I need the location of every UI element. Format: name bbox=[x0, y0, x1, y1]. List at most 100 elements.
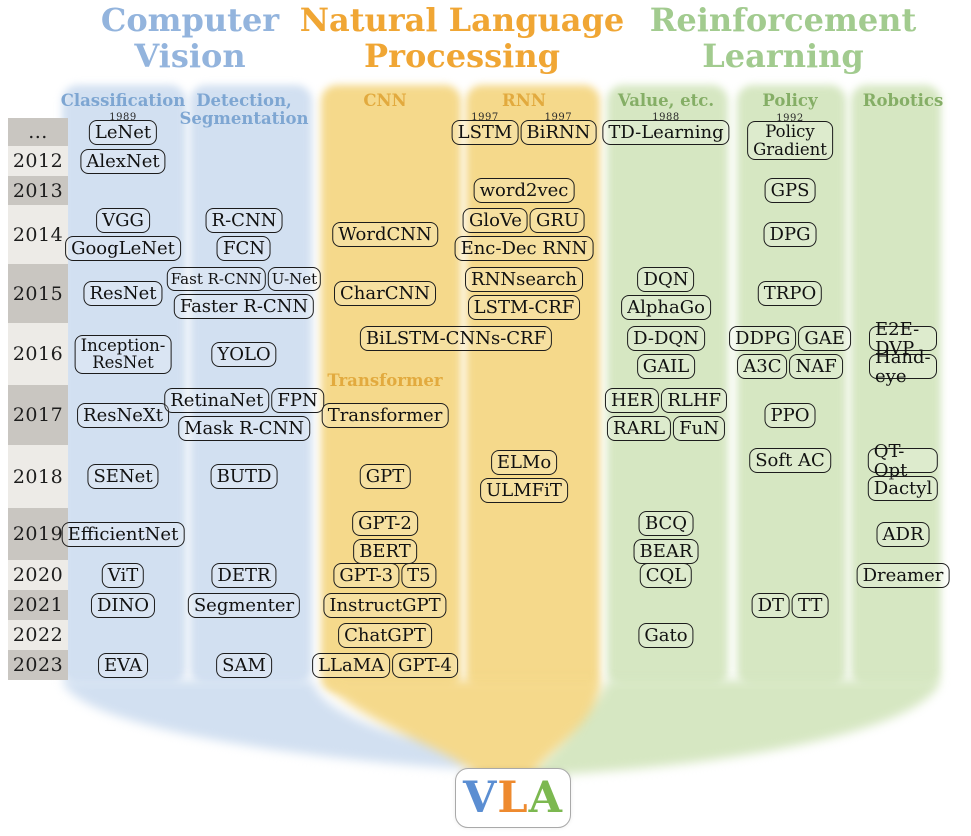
cell-2014-detection: R-CNN FCN bbox=[205, 205, 283, 264]
cv-funnel-stream bbox=[62, 680, 507, 776]
model-label: BEAR bbox=[639, 541, 693, 562]
model-label: BERT bbox=[359, 541, 411, 562]
model-box-GPT-2: GPT-2 bbox=[352, 511, 418, 536]
cell-pre-rnn: 1997 LSTM 1997 BiRNN bbox=[451, 112, 597, 146]
model-label: LSTM-CRF bbox=[473, 297, 575, 318]
model-box-T5: T5 bbox=[401, 562, 437, 588]
model-box-GRU: GRU bbox=[529, 208, 586, 233]
model-box-EVA: EVA bbox=[98, 652, 148, 678]
model-label: GPT-2 bbox=[358, 513, 412, 534]
header-rl-line1: Reinforcement bbox=[649, 1, 917, 39]
model-label: YOLO bbox=[217, 343, 271, 365]
cell-2022-cnn: ChatGPT bbox=[338, 620, 432, 650]
model-box-BERT: BERT bbox=[353, 539, 417, 564]
rl-band-policy bbox=[737, 85, 846, 687]
model-label: RARL bbox=[613, 418, 666, 439]
model-label: Gato bbox=[644, 624, 688, 646]
model-label: VGG bbox=[102, 210, 144, 231]
rl-funnel-stream bbox=[528, 680, 940, 780]
model-label: Segmenter bbox=[193, 594, 295, 616]
header-computer-vision: Computer Vision bbox=[101, 2, 279, 74]
model-box-D-DQN: D-DQN bbox=[627, 326, 705, 351]
header-cv-line1: Computer bbox=[100, 1, 280, 39]
cell-2020-value: CQL bbox=[639, 560, 693, 590]
cell-2022-value: Gato bbox=[638, 620, 694, 650]
model-box-CQL: CQL bbox=[639, 562, 693, 588]
column-header-policy: Policy bbox=[762, 91, 818, 110]
model-label: Hand-eye bbox=[875, 346, 931, 387]
model-label: WordCNN bbox=[338, 224, 432, 245]
column-header-rnn: RNN bbox=[502, 91, 546, 110]
year-row-2018: 2018 bbox=[8, 445, 68, 508]
model-label: ADR bbox=[882, 523, 924, 545]
model-box-Segmenter: Segmenter bbox=[187, 592, 301, 618]
cell-2019-cnn: GPT-2 BERT bbox=[352, 508, 418, 564]
model-box-TRPO: TRPO bbox=[757, 281, 823, 306]
model-box-A3C: A3C bbox=[737, 354, 788, 379]
model-box-LSTM-CRF: LSTM-CRF bbox=[467, 295, 581, 320]
year-row-2020: 2020 bbox=[8, 560, 68, 590]
model-label: GloVe bbox=[468, 210, 522, 231]
column-header-robotics: Robotics bbox=[862, 91, 944, 110]
cell-2020-cnn: GPT-3 T5 bbox=[333, 560, 437, 590]
column-header-classification: Classification bbox=[60, 91, 186, 110]
model-box-EfficientNet: EfficientNet bbox=[61, 521, 185, 547]
model-label: GPT-3 bbox=[339, 564, 394, 586]
model-label: Dactyl bbox=[873, 478, 933, 499]
header-nlp-line2: Processing bbox=[364, 37, 560, 75]
year-row-2016: 2016 bbox=[8, 323, 68, 385]
cell-2014-policy: DPG bbox=[763, 205, 817, 264]
cell-2015-cnn: CharCNN bbox=[334, 264, 436, 323]
model-label: LSTM bbox=[457, 121, 513, 143]
nlp-band-cnn bbox=[321, 85, 461, 691]
model-box-ResNet: ResNet bbox=[83, 281, 163, 306]
model-label: DPG bbox=[769, 224, 811, 245]
model-label: DT bbox=[757, 594, 785, 616]
model-box-GloVe: GloVe bbox=[462, 208, 528, 233]
model-label: Enc-Dec RNN bbox=[460, 238, 588, 259]
cell-2017-cnn: Transformer bbox=[321, 385, 449, 445]
model-box-GoogLeNet: GoogLeNet bbox=[65, 236, 181, 261]
model-box-RetinaNet: RetinaNet bbox=[164, 388, 270, 413]
model-box-Policy-Gradient: 1992 Policy Gradient bbox=[747, 114, 833, 160]
model-box-BCQ: BCQ bbox=[638, 511, 694, 536]
model-label: RLHF bbox=[667, 390, 722, 411]
model-box-E2E-DVP: E2E-DVP bbox=[869, 320, 937, 358]
model-box-GPS: GPS bbox=[764, 178, 816, 203]
model-label: AlphaGo bbox=[627, 297, 705, 318]
model-box-DQN: DQN bbox=[637, 267, 695, 292]
model-box-FPN: FPN bbox=[271, 388, 324, 413]
header-cv-line2: Vision bbox=[134, 37, 246, 75]
model-label: R-CNN bbox=[211, 210, 277, 231]
header-nlp-line1: Natural Language bbox=[299, 1, 625, 39]
model-label: CharCNN bbox=[340, 283, 430, 304]
model-box-DINO: DINO bbox=[90, 592, 156, 618]
cell-pre-value: 1988 TD-Learning bbox=[602, 112, 730, 146]
cell-2014-classification: VGG GoogLeNet bbox=[65, 205, 181, 264]
column-header-detection: Detection, Segmentation bbox=[179, 91, 309, 128]
cell-2016-policy: DDPG GAE A3C NAF bbox=[729, 323, 851, 385]
cell-2019-classification: EfficientNet bbox=[61, 508, 185, 560]
model-label: GAE bbox=[804, 328, 845, 349]
model-box-YOLO: YOLO bbox=[211, 341, 277, 367]
model-label: FuN bbox=[679, 418, 719, 439]
model-box-Soft-AC: Soft AC bbox=[749, 448, 831, 473]
model-box-ResNeXt: ResNeXt bbox=[77, 402, 169, 428]
model-box-ULMFiT: ULMFiT bbox=[480, 478, 568, 503]
model-label: TRPO bbox=[763, 283, 817, 304]
model-label: Mask R-CNN bbox=[184, 418, 304, 439]
model-label: GAIL bbox=[642, 356, 690, 377]
model-box-BEAR: BEAR bbox=[633, 539, 699, 564]
model-box-HER: HER bbox=[604, 388, 660, 413]
year-row-2022: 2022 bbox=[8, 620, 68, 650]
cell-2021-cnn: InstructGPT bbox=[323, 590, 447, 620]
model-label: Policy Gradient bbox=[753, 122, 827, 159]
model-label: Inception- ResNet bbox=[80, 335, 166, 372]
cell-2017-detection: RetinaNet FPN Mask R-CNN bbox=[164, 385, 324, 445]
cell-2014-cnn: WordCNN bbox=[332, 205, 438, 264]
model-label: GPT-4 bbox=[398, 654, 452, 676]
model-label: BiRNN bbox=[526, 121, 591, 143]
model-label: GRU bbox=[535, 210, 580, 231]
year-row-2019: 2019 bbox=[8, 508, 68, 560]
model-box-GPT: GPT bbox=[359, 464, 411, 489]
